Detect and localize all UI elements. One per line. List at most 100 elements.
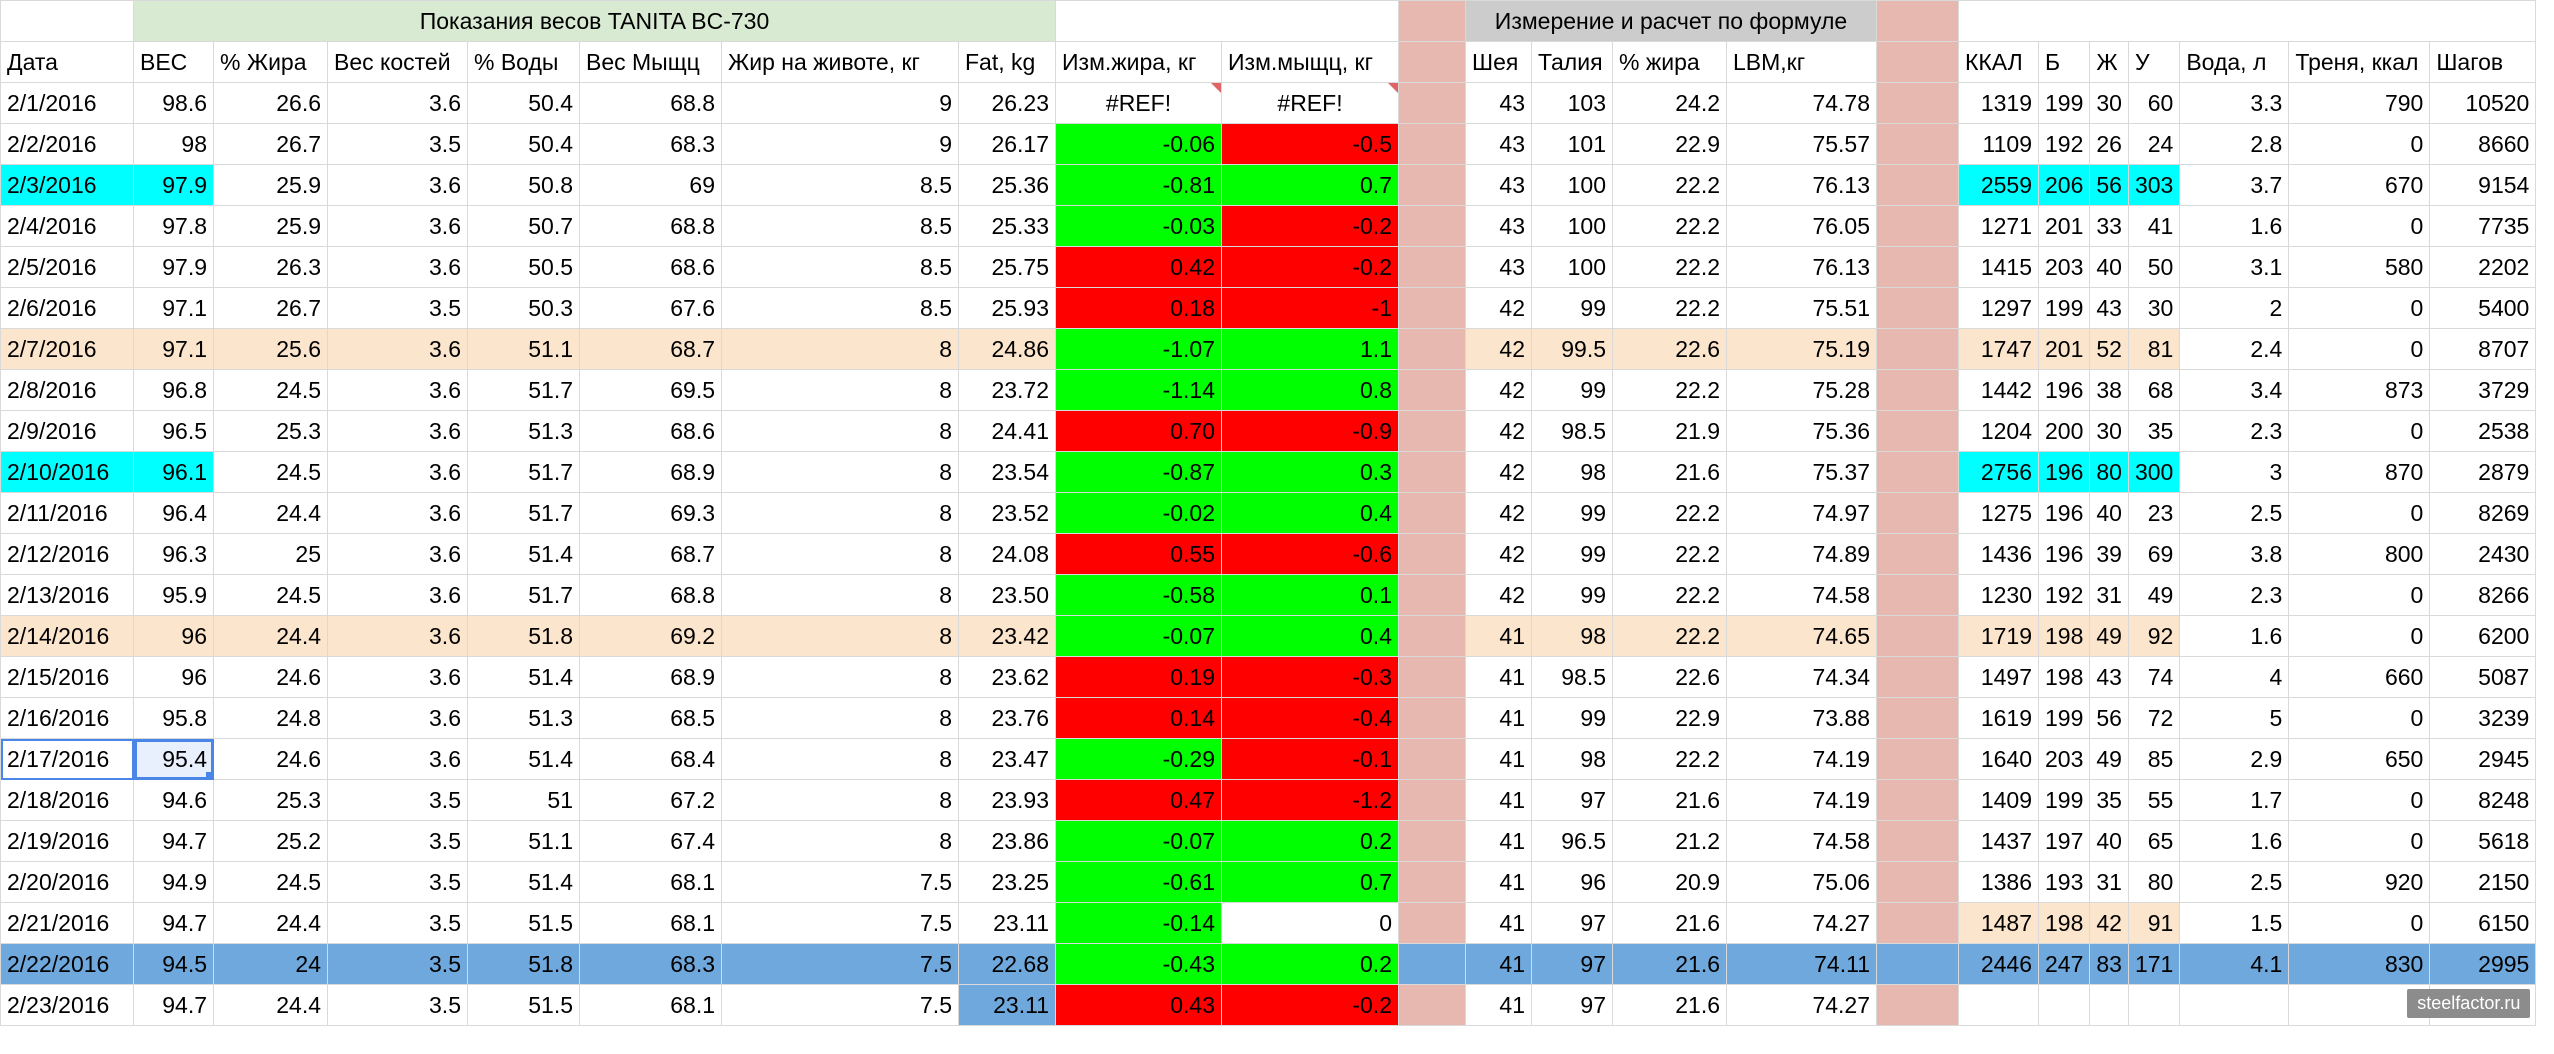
table-cell[interactable]: 41 [1465,984,1532,1026]
table-cell[interactable]: 26.3 [213,246,328,288]
table-cell[interactable]: 74.58 [1726,820,1877,862]
table-cell[interactable]: 3.6 [327,738,468,780]
table-cell[interactable]: 100 [1531,246,1613,288]
table-cell[interactable]: 3.6 [327,615,468,657]
table-cell[interactable]: 25 [213,533,328,575]
table-cell[interactable]: 192 [2037,574,2091,616]
separator-cell[interactable] [1876,861,1959,903]
table-cell[interactable]: 96 [133,656,214,698]
table-cell[interactable]: 96.1 [133,451,214,493]
table-cell[interactable]: 51.4 [467,533,580,575]
table-cell[interactable]: 7.5 [721,943,959,985]
table-cell[interactable]: 26.7 [213,287,328,329]
table-cell[interactable]: 96.4 [133,492,214,534]
table-cell[interactable] [2127,984,2181,1026]
table-cell[interactable]: 303 [2127,164,2181,206]
table-cell[interactable]: 26.7 [213,123,328,165]
table-cell[interactable]: 5400 [2429,287,2537,329]
column-header[interactable]: У [2127,41,2181,83]
table-cell[interactable]: 31 [2089,574,2129,616]
table-cell[interactable]: 199 [2037,287,2091,329]
separator-cell[interactable] [1876,492,1959,534]
table-cell[interactable]: 51.7 [467,574,580,616]
table-cell[interactable]: 68.1 [579,902,722,944]
table-cell[interactable]: 24.8 [213,697,328,739]
table-cell[interactable]: 98.5 [1531,656,1613,698]
table-cell[interactable]: 0.2 [1221,943,1399,985]
table-cell[interactable]: 22.2 [1612,574,1727,616]
table-cell[interactable]: 1271 [1958,205,2039,247]
column-header[interactable]: % жира [1612,41,1727,83]
table-cell[interactable]: 21.6 [1612,984,1727,1026]
table-cell[interactable]: 50.8 [467,164,580,206]
table-cell[interactable]: 69.2 [579,615,722,657]
table-cell[interactable]: 201 [2037,205,2091,247]
table-cell[interactable]: 83 [2089,943,2129,985]
table-cell[interactable]: 72 [2127,697,2181,739]
table-cell[interactable]: 22.9 [1612,123,1727,165]
table-cell[interactable] [2288,984,2431,1026]
table-cell[interactable]: 41 [1465,697,1532,739]
table-cell[interactable]: 25.93 [958,287,1056,329]
table-cell[interactable]: 69.5 [579,369,722,411]
table-cell[interactable]: 23.54 [958,451,1056,493]
table-cell[interactable]: 51.1 [467,820,580,862]
table-cell[interactable]: 3.5 [327,902,468,944]
table-cell[interactable]: 51.5 [467,902,580,944]
table-cell[interactable]: 0.43 [1055,984,1222,1026]
table-cell[interactable]: 3.5 [327,779,468,821]
table-cell[interactable]: 198 [2037,902,2091,944]
table-cell[interactable]: 8248 [2429,779,2537,821]
separator-cell[interactable] [1398,164,1466,206]
table-cell[interactable]: 96 [1531,861,1613,903]
table-cell[interactable]: 0 [2288,492,2431,534]
table-cell[interactable]: 30 [2089,410,2129,452]
table-cell[interactable] [1958,984,2039,1026]
table-cell[interactable]: 1497 [1958,656,2039,698]
table-cell[interactable]: 2/12/2016 [0,533,134,575]
table-cell[interactable]: 8 [721,574,959,616]
table-cell[interactable]: 8 [721,615,959,657]
table-cell[interactable]: 650 [2288,738,2431,780]
table-cell[interactable]: 97.1 [133,328,214,370]
table-cell[interactable]: 1619 [1958,697,2039,739]
table-cell[interactable]: 51.7 [467,369,580,411]
table-cell[interactable]: 8.5 [721,164,959,206]
table-cell[interactable]: 2/14/2016 [0,615,134,657]
table-cell[interactable]: 50.4 [467,123,580,165]
table-cell[interactable]: 41 [2127,205,2181,247]
table-cell[interactable]: 2/19/2016 [0,820,134,862]
column-header[interactable]: Талия [1531,41,1613,83]
table-cell[interactable]: 203 [2037,246,2091,288]
table-cell[interactable]: 85 [2127,738,2181,780]
table-cell[interactable]: 24.6 [213,738,328,780]
table-cell[interactable]: 51.8 [467,615,580,657]
table-cell[interactable]: 580 [2288,246,2431,288]
table-cell[interactable]: 9154 [2429,164,2537,206]
separator-cell[interactable] [1876,287,1959,329]
table-cell[interactable]: 74.11 [1726,943,1877,985]
separator-cell[interactable] [1398,656,1466,698]
table-cell[interactable]: 2/4/2016 [0,205,134,247]
table-cell[interactable]: 74.58 [1726,574,1877,616]
table-cell[interactable]: 8266 [2429,574,2537,616]
table-cell[interactable]: 0 [2288,123,2431,165]
table-cell[interactable]: 68.6 [579,246,722,288]
table-cell[interactable]: 40 [2089,820,2129,862]
table-cell[interactable]: 9 [721,82,959,124]
separator-cell[interactable] [1398,861,1466,903]
table-cell[interactable]: 3.6 [327,574,468,616]
table-cell[interactable]: 1.6 [2179,615,2290,657]
table-cell[interactable]: 8 [721,410,959,452]
separator-cell[interactable] [1876,697,1959,739]
table-cell[interactable]: 0 [2288,779,2431,821]
table-cell[interactable]: 74.19 [1726,779,1877,821]
table-cell[interactable]: 56 [2089,164,2129,206]
table-cell[interactable]: 2/16/2016 [0,697,134,739]
table-cell[interactable]: 0.3 [1221,451,1399,493]
table-cell[interactable]: 830 [2288,943,2431,985]
table-cell[interactable]: 1230 [1958,574,2039,616]
column-header[interactable]: Б [2037,41,2091,83]
table-cell[interactable]: -1 [1221,287,1399,329]
table-cell[interactable]: 0 [2288,697,2431,739]
